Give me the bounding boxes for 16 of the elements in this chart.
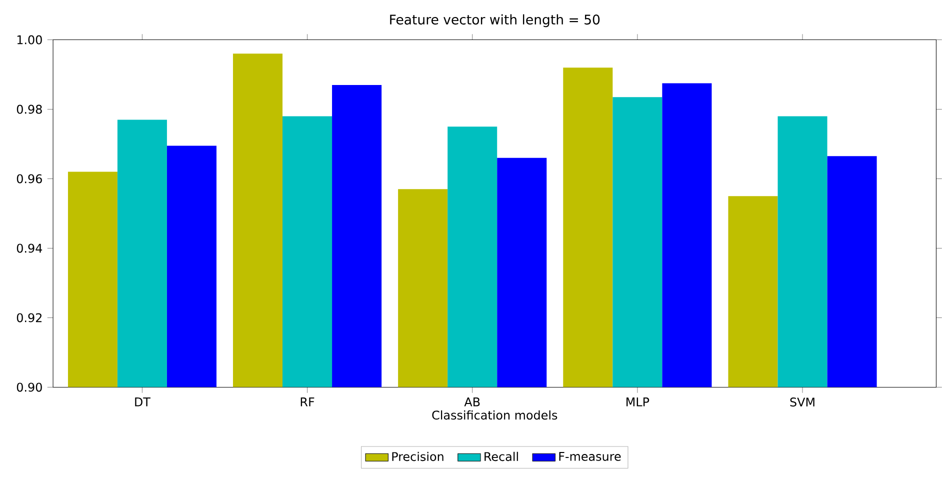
x-tick-label: RF <box>300 397 314 406</box>
y-tick-label: 0.94 <box>16 244 42 253</box>
legend-label: F-measure <box>559 452 621 461</box>
y-tick-label: 0.92 <box>16 313 42 322</box>
y-tick-label: 0.98 <box>16 104 42 114</box>
chart-title: Feature vector with length = 50 <box>390 14 600 28</box>
x-tick-label: AB <box>464 397 480 406</box>
x-tick-label: DT <box>135 397 150 406</box>
legend-label: Recall <box>484 452 518 461</box>
x-axis-title: Classification models <box>432 410 558 420</box>
y-tick-label: 1.00 <box>17 35 42 44</box>
y-tick-label: 0.90 <box>16 382 42 392</box>
x-tick-label: SVM <box>790 397 814 406</box>
legend-label: Precision <box>392 452 444 461</box>
x-tick-label: MLP <box>626 397 650 406</box>
y-tick-label: 0.96 <box>16 174 42 184</box>
